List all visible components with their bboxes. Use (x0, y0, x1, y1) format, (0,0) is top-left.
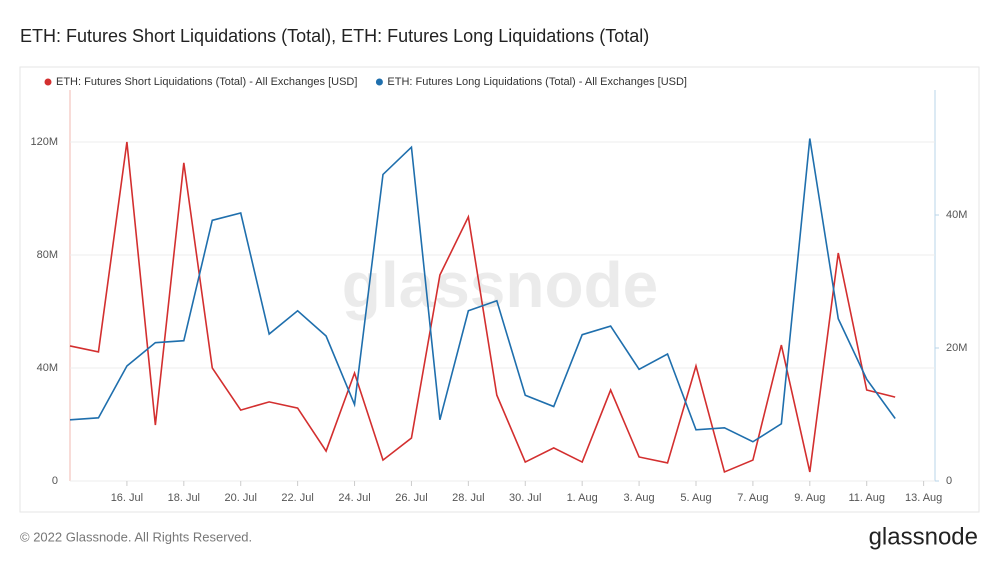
legend-marker (44, 78, 52, 86)
x-tick-label: 9. Aug (794, 492, 825, 504)
x-tick-label: 18. Jul (168, 492, 200, 504)
y-tick-label: 40M (37, 362, 58, 374)
series-line (69, 138, 896, 443)
x-tick-label: 30. Jul (509, 492, 541, 504)
copyright: © 2022 Glassnode. All Rights Reserved. (20, 529, 252, 544)
x-tick-label: 7. Aug (737, 492, 768, 504)
x-tick-label: 1. Aug (567, 492, 598, 504)
x-tick-label: 3. Aug (623, 492, 654, 504)
legend-label: ETH: Futures Short Liquidations (Total) … (56, 76, 357, 88)
legend-marker (375, 78, 383, 86)
x-tick-label: 5. Aug (680, 492, 711, 504)
y2-tick-label: 40M (946, 209, 967, 221)
x-tick-label: 24. Jul (338, 492, 370, 504)
y-tick-label: 0 (52, 475, 58, 487)
y-tick-label: 80M (37, 249, 58, 261)
x-tick-label: 26. Jul (395, 492, 427, 504)
x-tick-label: 22. Jul (281, 492, 313, 504)
x-tick-label: 11. Aug (848, 492, 885, 504)
series-line (69, 141, 896, 474)
x-tick-label: 16. Jul (111, 492, 143, 504)
chart-title: ETH: Futures Short Liquidations (Total),… (20, 26, 649, 46)
chart-frame (19, 66, 980, 513)
x-tick-label: 20. Jul (225, 492, 257, 504)
logo: glassnode (869, 523, 978, 550)
x-tick-label: 28. Jul (452, 492, 484, 504)
x-tick-label: 13. Aug (905, 492, 942, 504)
y-tick-label: 120M (30, 136, 58, 148)
legend-label: ETH: Futures Long Liquidations (Total) -… (387, 76, 687, 88)
y2-tick-label: 20M (946, 342, 967, 354)
y2-tick-label: 0 (946, 475, 952, 487)
